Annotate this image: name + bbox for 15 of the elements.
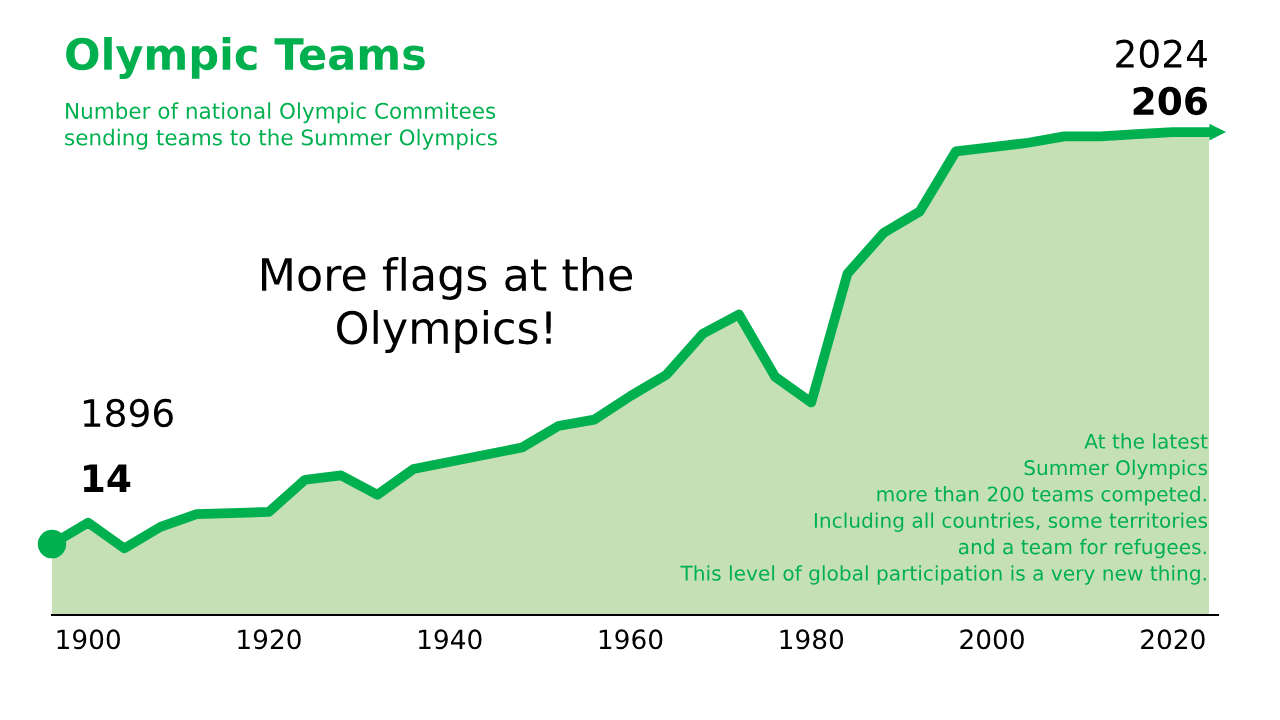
text: 2024: [1116, 39, 1207, 68]
x-tick-label: 1940: [419, 629, 482, 650]
data-label: 206: [1133, 86, 1207, 116]
x-tick-label: 1980: [780, 629, 844, 650]
x-tick-label: 2000: [960, 629, 1024, 650]
annotation: At the latest Summer Olympics more than 200 teams competed. Including all countries, some territories and a team for refugees. This level of global participation is a very new thing.: [680, 433, 1208, 585]
data-label: 14: [84, 464, 131, 492]
annotation: 1896: [83, 398, 173, 428]
chart-title: Olympic Teams: [66, 37, 425, 79]
x-tick-label: 1920: [238, 629, 301, 650]
x-tick-label: 2020: [1141, 629, 1205, 650]
x-tick-label: 1960: [599, 629, 663, 650]
x-tick-label: 1900: [57, 629, 120, 650]
annotation: More flags at the Olympics!: [262, 256, 633, 354]
chart-subtitle: Number of national Olympic Commitees sending teams to the Summer Olympics: [65, 102, 497, 150]
